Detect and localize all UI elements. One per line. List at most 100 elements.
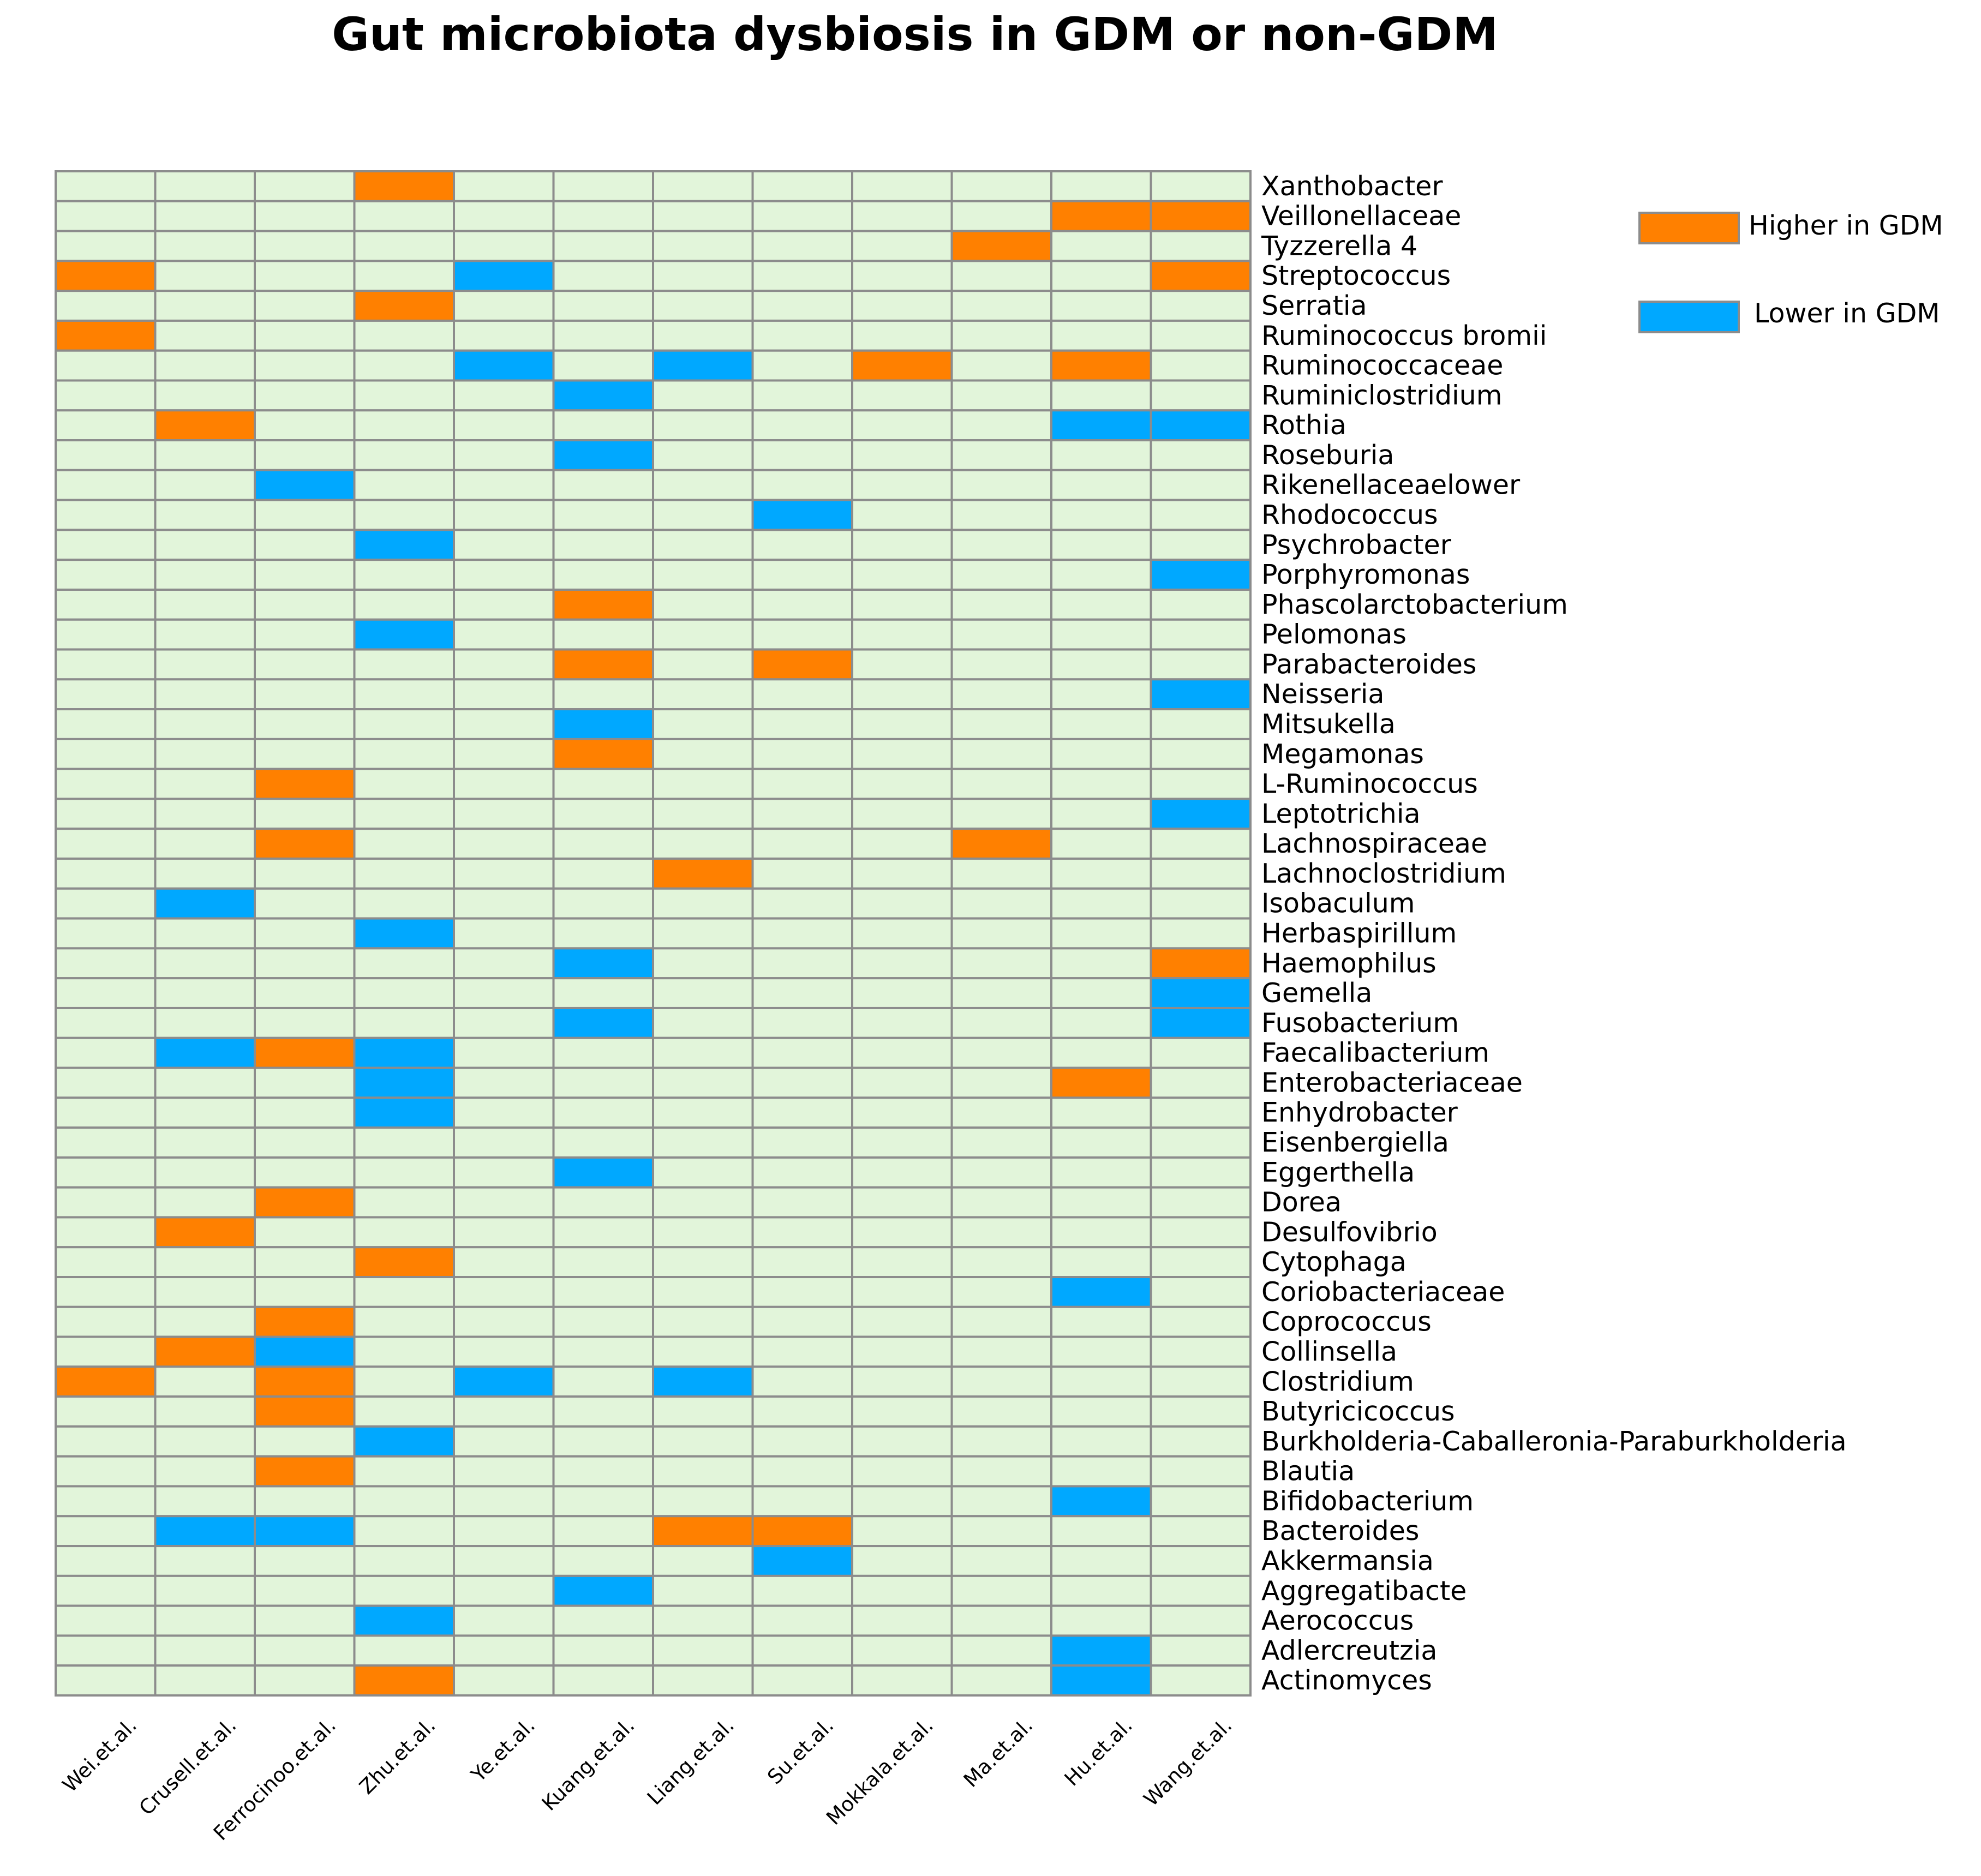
heatmap-cell [353, 1305, 455, 1338]
heatmap-cell [751, 1186, 853, 1219]
heatmap-cell [1150, 947, 1252, 980]
heatmap-cell [353, 858, 455, 890]
heatmap-cell [55, 588, 157, 621]
heatmap-cell [1150, 1485, 1252, 1518]
heatmap-cell [1150, 1036, 1252, 1069]
heatmap-cell [652, 379, 754, 412]
heatmap-cell [652, 1276, 754, 1308]
heatmap-cell [652, 260, 754, 292]
heatmap-cell [353, 469, 455, 501]
heatmap-cell [1050, 409, 1152, 442]
heatmap-cell [1050, 319, 1152, 352]
heatmap-cell [353, 349, 455, 382]
heatmap-cell [751, 1216, 853, 1249]
heatmap-cell [353, 1066, 455, 1099]
heatmap-cell [353, 290, 455, 322]
heatmap-cell [1050, 1425, 1152, 1458]
heatmap-cell [652, 349, 754, 382]
heatmap-cell [154, 1604, 256, 1637]
heatmap-cell [851, 379, 953, 412]
heatmap-cell [1050, 648, 1152, 681]
heatmap-cell [453, 1335, 555, 1368]
heatmap-cell [652, 1096, 754, 1129]
heatmap-cell [1050, 1186, 1152, 1219]
heatmap-cell [1050, 1276, 1152, 1308]
heatmap-cell [1050, 1545, 1152, 1577]
heatmap-cell [1050, 230, 1152, 262]
heatmap-cell [950, 230, 1052, 262]
heatmap-cell [254, 1186, 356, 1219]
heatmap-cell [652, 1246, 754, 1279]
heatmap-cell [652, 1036, 754, 1069]
heatmap-cell [552, 260, 654, 292]
heatmap-cell [652, 1335, 754, 1368]
heatmap-cell [154, 409, 256, 442]
heatmap-cell [453, 887, 555, 920]
heatmap-cell [751, 290, 853, 322]
heatmap-cell [254, 1036, 356, 1069]
heatmap-cell [154, 1425, 256, 1458]
heatmap-cell [154, 1634, 256, 1667]
heatmap-cell [154, 917, 256, 950]
heatmap-cell [453, 738, 555, 770]
heatmap-cell [254, 170, 356, 202]
heatmap-cell [552, 529, 654, 561]
heatmap-cell [1150, 1246, 1252, 1279]
heatmap-cell [851, 887, 953, 920]
heatmap-cell [751, 529, 853, 561]
heatmap-cell [154, 1455, 256, 1488]
heatmap-cell [1050, 1634, 1152, 1667]
heatmap-cell [1150, 1574, 1252, 1607]
row-label: Adlercreutzia [1261, 1635, 1437, 1666]
heatmap-cell [851, 559, 953, 591]
heatmap-cell [652, 1515, 754, 1548]
heatmap-cell [851, 529, 953, 561]
heatmap-cell [55, 469, 157, 501]
heatmap-cell [851, 1216, 953, 1249]
heatmap-cell [950, 917, 1052, 950]
heatmap-cell [652, 1126, 754, 1159]
heatmap-cell [751, 1515, 853, 1548]
heatmap-cell [453, 1455, 555, 1488]
heatmap-cell [55, 319, 157, 352]
heatmap-cell [552, 678, 654, 711]
row-label: Lachnoclostridium [1261, 858, 1506, 889]
heatmap-cell [453, 708, 555, 740]
heatmap-cell [154, 1246, 256, 1279]
heatmap-cell [950, 290, 1052, 322]
heatmap-cell [353, 1216, 455, 1249]
heatmap-cell [55, 1664, 157, 1697]
heatmap-cell [254, 1634, 356, 1667]
heatmap-cell [552, 917, 654, 950]
heatmap-cell [254, 1006, 356, 1039]
heatmap-cell [1050, 200, 1152, 232]
heatmap-cell [154, 1186, 256, 1219]
heatmap-cell [652, 439, 754, 471]
heatmap-cell [950, 439, 1052, 471]
heatmap-cell [751, 1634, 853, 1667]
heatmap-cell [1150, 1006, 1252, 1039]
heatmap-cell [950, 200, 1052, 232]
heatmap-cell [55, 917, 157, 950]
heatmap-cell [1050, 1006, 1152, 1039]
heatmap-cell [552, 828, 654, 860]
heatmap-cell [453, 1664, 555, 1697]
heatmap-cell [1150, 499, 1252, 531]
heatmap-cell [1050, 1305, 1152, 1338]
heatmap-cell [950, 349, 1052, 382]
heatmap-cell [652, 1156, 754, 1189]
heatmap-cell [154, 768, 256, 800]
heatmap-cell [1050, 379, 1152, 412]
row-label: Coprococcus [1261, 1306, 1432, 1338]
heatmap-cell [1050, 1455, 1152, 1488]
heatmap-cell [950, 828, 1052, 860]
column-label: Crusell.et.al. [135, 1713, 241, 1820]
heatmap-cell [851, 1305, 953, 1338]
heatmap-cell [1150, 1276, 1252, 1308]
heatmap-cell [154, 200, 256, 232]
row-label: Burkholderia-Caballeronia-Paraburkholder… [1261, 1426, 1847, 1457]
heatmap-cell [552, 1574, 654, 1607]
heatmap-cell [453, 1365, 555, 1398]
heatmap-cell [652, 858, 754, 890]
